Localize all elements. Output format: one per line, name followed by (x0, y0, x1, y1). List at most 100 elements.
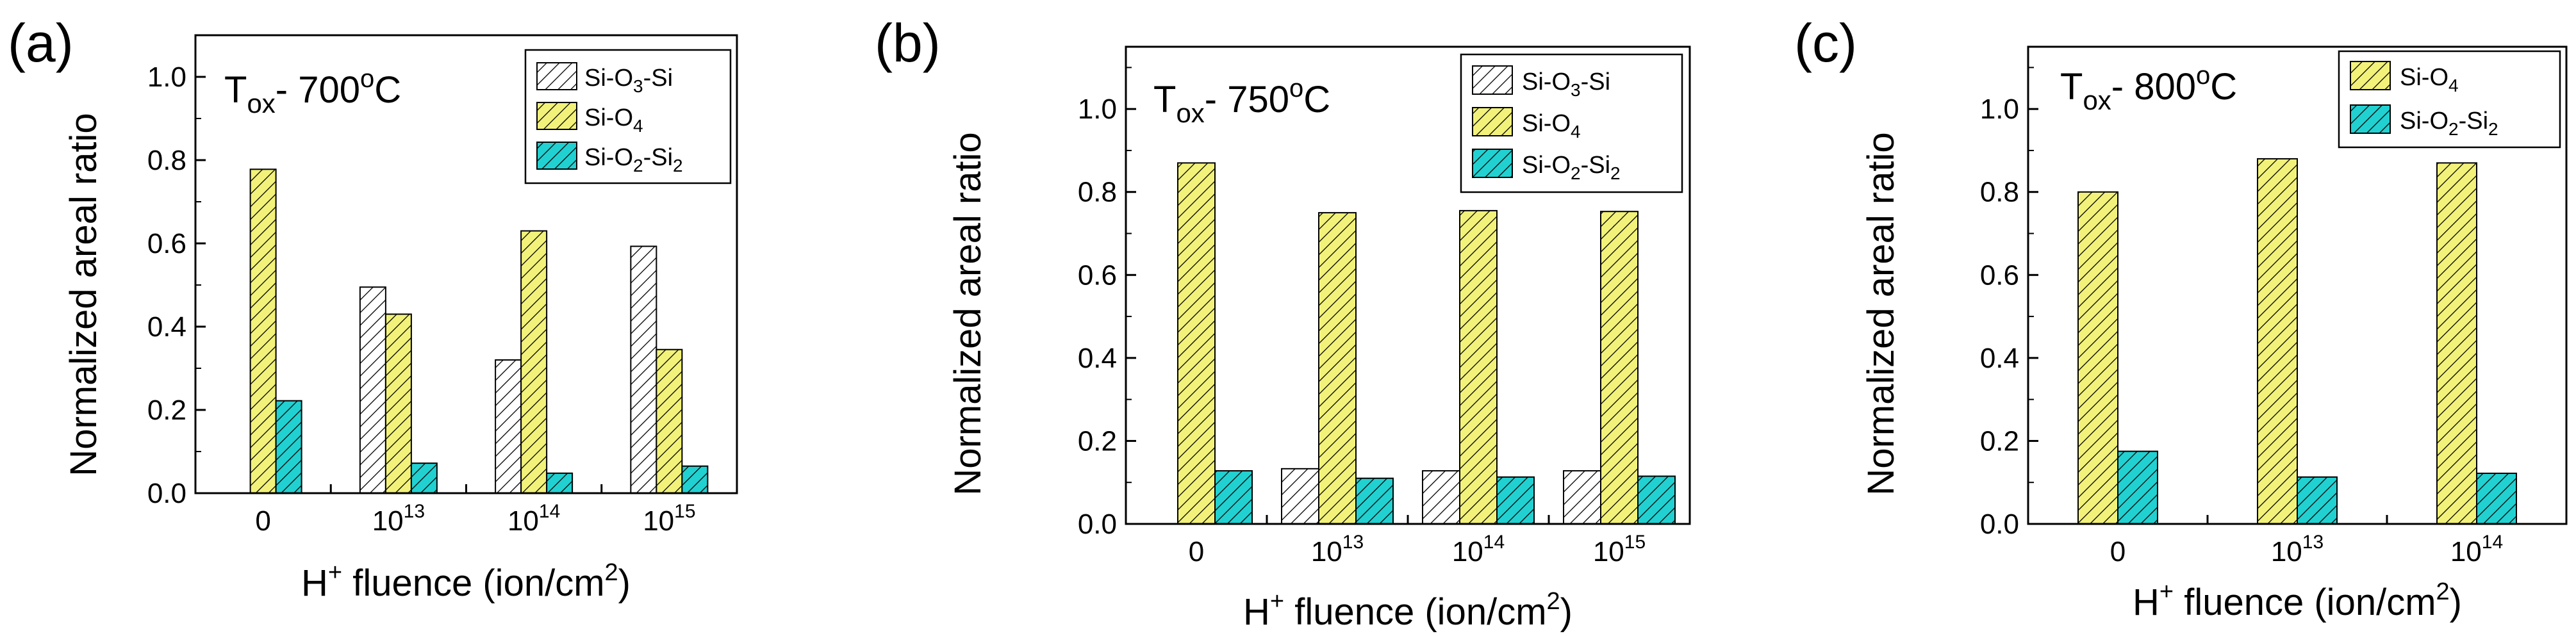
svg-text:Si-O4: Si-O4 (584, 104, 643, 136)
svg-text:Si-O2-Si2: Si-O2-Si2 (1522, 152, 1621, 183)
y-tick-label: 0.8 (1980, 177, 2019, 208)
bar-hatch (1215, 471, 1252, 524)
bar-hatch (682, 466, 708, 493)
bar-hatch (495, 360, 522, 493)
bars-b (1177, 162, 1676, 525)
bars-a (249, 168, 709, 494)
panel-label-b: (b) (875, 13, 941, 73)
legend-c: Si-O4 Si-O2-Si2 (2338, 50, 2561, 149)
bar-hatch (411, 463, 437, 493)
svg-text:Si-O2-Si2: Si-O2-Si2 (2400, 108, 2498, 139)
plot-frame-a (194, 34, 738, 494)
x-tick-label: 1014 (2450, 532, 2503, 567)
y-tick-label: 0.2 (1078, 425, 1117, 457)
x-tick-labels-a: 0 1013 1014 1015 (255, 484, 696, 537)
y-tick-label: 0.8 (147, 145, 186, 176)
bar-hatch (1423, 471, 1460, 524)
legend-entry-si-o3-si: Si-O3-Si (536, 62, 673, 96)
bar-hatch (2297, 477, 2337, 524)
x-tick-label: 0 (2110, 536, 2126, 567)
panel-label-a: (a) (8, 13, 74, 73)
svg-text:Si-O2-Si2: Si-O2-Si2 (584, 144, 683, 175)
bar-hatch (1601, 211, 1638, 524)
y-axis-title-a: Normalized areal ratio (63, 113, 104, 476)
plot-frame-c (2027, 45, 2568, 525)
y-tick-label: 0.0 (1078, 509, 1117, 540)
bar-hatch (1356, 478, 1393, 524)
chart-panel-c: (c) Normalized areal ratio 0 1013 1014 0.0… (1794, 13, 2568, 623)
bar-hatch (1638, 476, 1675, 524)
condition-label-c: Tox- 800oC (2060, 61, 2237, 115)
bar-hatch (1282, 468, 1319, 524)
bar-hatch (1178, 163, 1215, 525)
bar-hatch (1319, 213, 1356, 524)
x-tick-labels-c: 0 1013 1014 (2110, 515, 2503, 567)
legend-b: Si-O3-Si Si-O4 Si-O2-Si2 (1460, 53, 1683, 193)
y-tick-label: 0.6 (147, 228, 186, 259)
legend-entry-si-o2-si2: Si-O2-Si2 (536, 142, 683, 175)
bar-hatch (2078, 192, 2118, 524)
x-tick-labels-b: 0 1013 1014 1015 (1189, 515, 1646, 567)
x-tick-label: 0 (255, 505, 270, 537)
x-tick-label: 0 (1189, 536, 1204, 567)
svg-text:Si-O4: Si-O4 (1522, 110, 1581, 142)
bar-hatch (385, 314, 411, 493)
y-tick-label: 0.0 (147, 478, 186, 509)
bar-hatch (2477, 473, 2516, 524)
x-tick-label: 1014 (508, 501, 560, 537)
svg-text:Si-O4: Si-O4 (2400, 64, 2459, 95)
bar-hatch (2258, 158, 2297, 525)
legend-entry-si-o2-si2: Si-O2-Si2 (2350, 104, 2498, 139)
x-tick-label: 1015 (643, 501, 695, 537)
y-axis-title-b: Normalized areal ratio (947, 132, 989, 495)
bars-c (2077, 158, 2517, 525)
condition-label-b: Tox- 750oC (1153, 74, 1330, 128)
bar-hatch (1564, 471, 1601, 524)
y-tick-label: 0.6 (1078, 259, 1117, 291)
legend-entry-si-o4: Si-O4 (536, 102, 643, 136)
y-tick-label: 0.8 (1078, 177, 1117, 208)
y-tick-label: 0.4 (147, 311, 186, 343)
x-tick-label: 1013 (2271, 532, 2324, 567)
x-tick-label: 1013 (1311, 532, 1364, 567)
chart-panel-a: (a) Normalized areal ratio 0 1013 1014 1015… (8, 13, 738, 604)
bar-hatch (276, 400, 302, 493)
bar-hatch (359, 287, 386, 493)
chart-panel-b: (b) Normalized areal ratio 0 1013 1014 1015… (875, 13, 1691, 633)
y-tick-label: 1.0 (147, 61, 186, 93)
x-tick-label: 1014 (1452, 532, 1505, 567)
y-tick-label: 0.0 (1980, 509, 2019, 540)
legend-entry-si-o4: Si-O4 (1472, 107, 1581, 142)
x-axis-title-c: H+ fluence (ion/cm2) (2133, 578, 2462, 623)
y-tick-label: 1.0 (1078, 94, 1117, 125)
x-axis-title-a: H+ fluence (ion/cm2) (301, 559, 631, 604)
svg-text:Si-O3-Si: Si-O3-Si (1522, 69, 1610, 100)
panel-label-c: (c) (1794, 13, 1857, 73)
bar-hatch (1497, 477, 1534, 524)
legend-entry-si-o2-si2: Si-O2-Si2 (1472, 149, 1621, 183)
plot-frame-b (1125, 45, 1691, 525)
condition-label-a: Tox- 700oC (224, 65, 401, 118)
bar-hatch (2437, 163, 2477, 525)
y-axis-title-c: Normalized areal ratio (1860, 132, 1902, 495)
x-tick-label: 1013 (372, 501, 425, 537)
bar-hatch (656, 349, 682, 493)
y-tick-label: 0.2 (1980, 425, 2019, 457)
y-tick-label: 0.4 (1980, 343, 2019, 374)
y-tick-label: 0.2 (147, 395, 186, 426)
bar-hatch (521, 231, 547, 493)
svg-text:Si-O3-Si: Si-O3-Si (584, 65, 673, 96)
y-tick-label: 1.0 (1980, 94, 2019, 125)
y-tick-labels-c: 0.0 0.2 0.4 0.6 0.8 1.0 (1980, 67, 2038, 540)
x-tick-label: 1015 (1593, 532, 1646, 567)
legend-entry-si-o4: Si-O4 (2350, 61, 2459, 95)
legend-a: Si-O3-Si Si-O4 Si-O2-Si2 (524, 49, 732, 184)
bar-hatch (1460, 210, 1497, 524)
bar-hatch (547, 473, 573, 493)
bar-hatch (2118, 451, 2158, 524)
legend-entry-si-o3-si: Si-O3-Si (1472, 65, 1610, 100)
y-tick-labels-b: 0.0 0.2 0.4 0.6 0.8 1.0 (1078, 67, 1136, 540)
bar-hatch (250, 169, 276, 493)
x-axis-title-b: H+ fluence (ion/cm2) (1243, 588, 1573, 633)
